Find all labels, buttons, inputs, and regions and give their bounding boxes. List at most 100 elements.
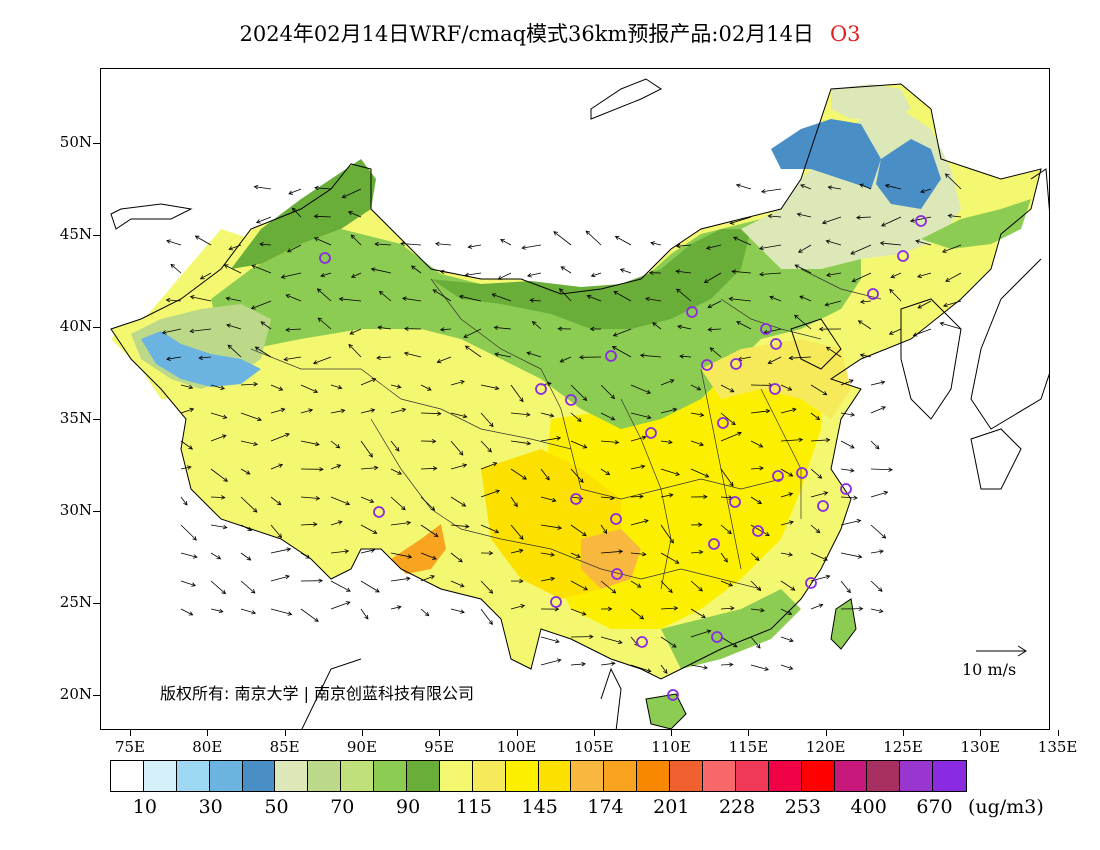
wind-arrow (750, 552, 760, 561)
wind-arrow (180, 384, 193, 389)
wind-arrow-head (650, 241, 655, 246)
wind-arrow-head (728, 582, 734, 587)
wind-arrow (720, 496, 733, 499)
wind-arrow (210, 435, 227, 442)
wind-arrow (437, 356, 452, 363)
wind-arrow-head (758, 245, 764, 251)
wind-arrow-head (701, 613, 706, 619)
wind-arrow-head (285, 327, 290, 332)
wind-arrow-head (250, 305, 256, 310)
wind-arrow-head (585, 230, 591, 236)
wind-arrow (730, 216, 752, 224)
wind-arrow-head (189, 295, 195, 300)
wind-arrow (411, 265, 422, 274)
wind-arrow-head (679, 354, 684, 359)
wind-arrow-head (432, 466, 438, 471)
wind-arrow (750, 608, 765, 611)
wind-arrow-head (944, 173, 950, 178)
wind-arrow-head (611, 589, 617, 594)
station-marker (729, 496, 741, 508)
province-line-2 (440, 408, 572, 450)
wind-arrow (570, 384, 587, 401)
colorbar-cell (439, 761, 473, 791)
wind-arrow (910, 216, 932, 222)
wind-arrow (240, 440, 258, 445)
lon-label-90e: 90E (346, 738, 377, 756)
hainan-island (646, 694, 686, 729)
wind-arrow (288, 188, 302, 195)
wind-arrow (190, 296, 212, 302)
wind-reference-label: 10 m/s (962, 660, 1017, 679)
wind-arrow-head (797, 248, 803, 253)
wind-arrow (840, 468, 854, 472)
wind-arrow-head (318, 578, 324, 584)
wind-arrow (850, 244, 872, 255)
wind-arrow (660, 664, 668, 674)
wind-arrow-head (170, 263, 175, 269)
wind-arrow-head (165, 297, 171, 303)
colorbar-cell (472, 761, 506, 791)
wind-arrow (420, 496, 435, 511)
wind-arrow-head (287, 611, 293, 616)
wind-arrow-head (348, 343, 353, 349)
balkhash (110, 203, 193, 230)
coastlines (110, 78, 1049, 729)
colorbar-cell (637, 761, 671, 791)
wind-arrow (540, 412, 554, 417)
wind-arrow-head (251, 610, 257, 615)
wind-arrow-head (376, 355, 381, 361)
wind-arrow (330, 601, 350, 610)
wind-arrow (769, 296, 782, 302)
wind-arrow (810, 575, 830, 582)
station-marker (769, 383, 781, 395)
wind-arrow (166, 299, 182, 302)
wind-arrow-head (521, 245, 526, 250)
wind-arrow-head (822, 391, 828, 396)
wind-arrow-head (526, 440, 532, 446)
copyright-text: 版权所有: 南京大学 | 南京创蓝科技有限公司 (160, 684, 475, 703)
wind-arrow (281, 272, 302, 278)
wind-arrow-head (878, 587, 883, 592)
wind-arrow-head (255, 219, 261, 224)
wind-arrow-head (759, 271, 764, 277)
wind-arrow-head (636, 583, 642, 588)
wind-arrow (690, 551, 703, 554)
wind-arrow (750, 410, 770, 414)
colorbar-cell (111, 761, 144, 791)
wind-arrow (780, 408, 797, 414)
wind-arrow (780, 493, 793, 498)
wind-arrow-head (799, 295, 804, 300)
wind-arrow (540, 659, 561, 666)
wind-arrow-head (815, 528, 821, 534)
tibet-orange-spot (391, 524, 446, 574)
wind-arrow (591, 272, 602, 277)
wind-arrow-head (879, 549, 884, 554)
wind-arrow-head (377, 325, 383, 330)
wind-arrow-head (697, 522, 703, 528)
colorbar-cell (703, 761, 736, 791)
wind-arrow (570, 608, 586, 615)
map-frame[interactable] (100, 68, 1050, 730)
wind-arrow-head (491, 293, 497, 298)
wind-arrow (390, 440, 400, 452)
wind-arrow (330, 550, 349, 554)
wind-arrow-head (437, 411, 442, 416)
wind-arrow (870, 550, 884, 554)
lat-tick (93, 143, 100, 144)
wind-arrow-head (827, 185, 833, 190)
wind-arrow (270, 575, 290, 582)
province-line-8 (500, 538, 642, 580)
wind-arrow (270, 408, 285, 414)
wind-arrow (435, 243, 452, 246)
wind-arrow-head (370, 548, 376, 553)
province-line-3 (540, 368, 582, 490)
wind-arrow (795, 264, 812, 274)
wind-arrow (750, 496, 762, 504)
wind-arrow (390, 468, 402, 475)
wind-arrow (180, 496, 188, 506)
wind-arrow-head (221, 589, 227, 595)
wind-arrow (858, 320, 872, 330)
wind-arrow-head (216, 555, 222, 560)
wind-arrow (240, 524, 252, 531)
wind-arrow-head (791, 407, 797, 413)
